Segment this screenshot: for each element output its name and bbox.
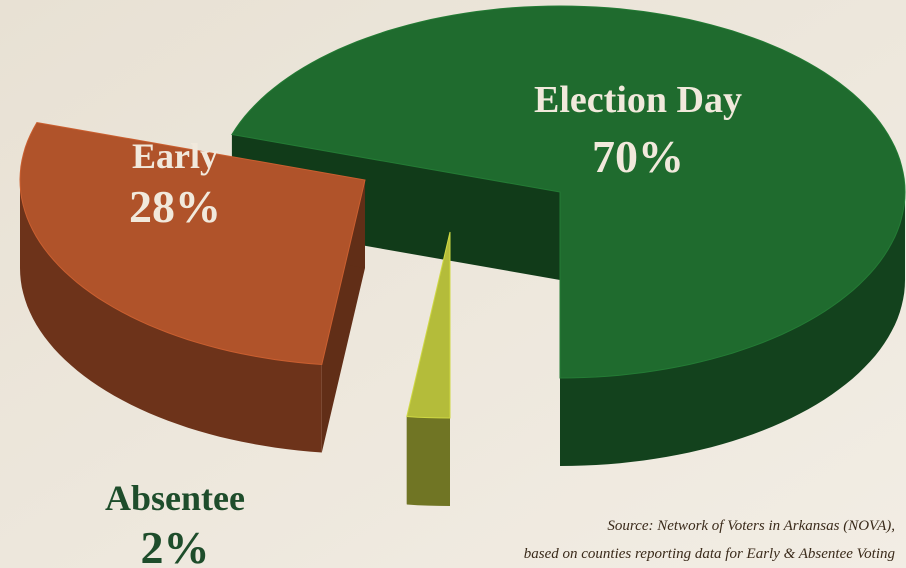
slice — [406, 231, 451, 506]
slice — [19, 121, 366, 366]
slice — [406, 231, 451, 419]
source-note: based on counties reporting data for Ear… — [524, 546, 896, 562]
slice-side — [406, 416, 450, 506]
slice-label: Absentee — [105, 478, 245, 518]
slice — [19, 121, 366, 453]
source-note: Source: Network of Voters in Arkansas (N… — [607, 518, 895, 534]
slice-side — [560, 192, 905, 466]
slice-side — [20, 180, 322, 453]
slice — [231, 5, 906, 379]
slice-value-label: 70% — [592, 131, 684, 182]
pie — [19, 5, 906, 506]
slice-label: Election Day — [534, 79, 742, 121]
slice-value-label: 2% — [141, 522, 210, 568]
slice-value-label: 28% — [129, 181, 221, 232]
slice-label: Early — [132, 136, 218, 176]
